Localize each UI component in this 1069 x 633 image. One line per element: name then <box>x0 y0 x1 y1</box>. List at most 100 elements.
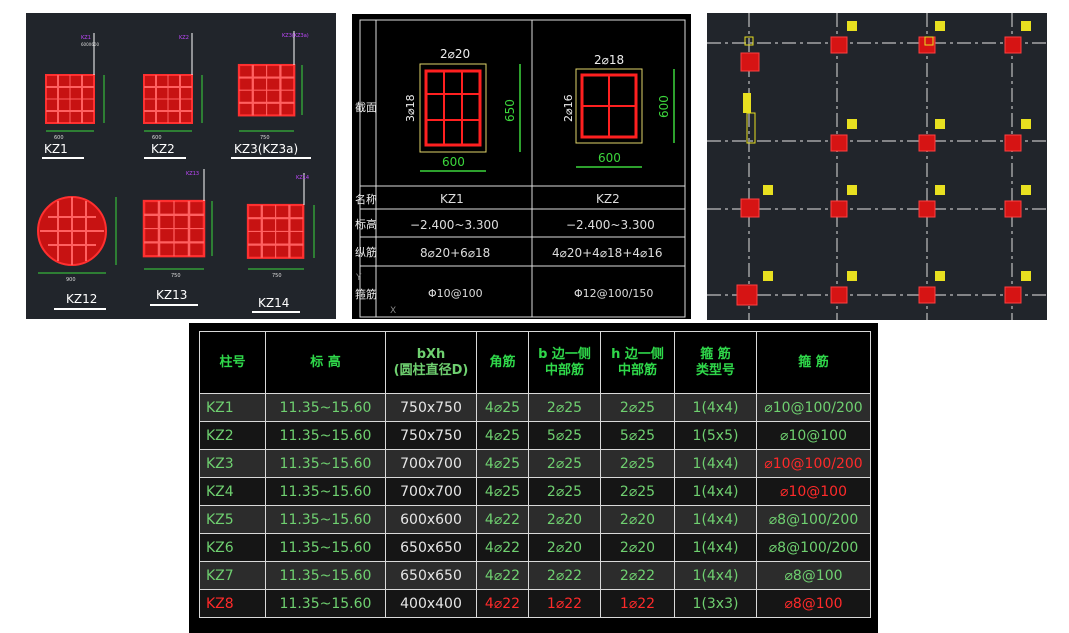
header-b-side-bar: b 边一侧 中部筋 <box>528 331 601 394</box>
kz1-label: KZ1 <box>44 142 68 156</box>
cell-h: 5⌀25 <box>600 421 675 450</box>
kz1-stirrup: Φ10@100 <box>428 287 483 300</box>
kz2-elev: −2.400~3.300 <box>566 218 655 232</box>
cell-h: 2⌀25 <box>600 393 675 422</box>
kz14-dim: 750 <box>272 273 282 279</box>
cell-b: 2⌀20 <box>528 533 601 562</box>
header-corner-bar: 角筋 <box>476 331 529 394</box>
cell-id: KZ5 <box>199 505 266 534</box>
row-label-long-bar: 纵筋 <box>355 245 377 259</box>
kz3-dim: 750 <box>260 135 270 141</box>
plan-grid-drawing <box>707 13 1047 320</box>
svg-text:KZ1: KZ1 <box>81 35 91 41</box>
row-label-section: 截面 <box>355 100 377 114</box>
header-h-side-bar: h 边一侧 中部筋 <box>600 331 675 394</box>
cell-b: 2⌀25 <box>528 477 601 506</box>
kz1-top-bar: 2⌀20 <box>440 47 470 61</box>
cell-h: 2⌀25 <box>600 449 675 478</box>
cell-id: KZ3 <box>199 449 266 478</box>
column-sections-drawing: KZ1 600X600 600 KZ1 KZ2 600 KZ2 KZ3(KZ3a… <box>37 31 315 313</box>
kz2-width-dim: 600 <box>598 151 621 165</box>
axis-x: X <box>390 306 396 316</box>
kz13-dim: 750 <box>171 273 181 279</box>
cell-elev: 11.35~15.60 <box>265 533 386 562</box>
kz2-dim: 600 <box>152 135 162 141</box>
cell-size: 650x650 <box>385 561 477 590</box>
header-stirrup: 箍 筋 <box>756 331 871 394</box>
cell-size: 700x700 <box>385 477 477 506</box>
svg-text:KZ2: KZ2 <box>179 35 189 41</box>
row-label-name: 名称 <box>355 192 377 206</box>
header-column-id: 柱号 <box>199 331 266 394</box>
cell-corner: 4⌀25 <box>476 449 529 478</box>
cell-b: 5⌀25 <box>528 421 601 450</box>
kz1-side-bar: 3⌀18 <box>404 94 417 122</box>
cell-size: 750x750 <box>385 393 477 422</box>
cell-corner: 4⌀25 <box>476 393 529 422</box>
cell-h: 2⌀22 <box>600 561 675 590</box>
kz3-label: KZ3(KZ3a) <box>234 142 298 156</box>
cell-id: KZ7 <box>199 561 266 590</box>
cell-stirrup: ⌀8@100 <box>756 589 871 618</box>
cell-b: 1⌀22 <box>528 589 601 618</box>
cell-size: 400x400 <box>385 589 477 618</box>
cell-stirrup: ⌀10@100 <box>756 421 871 450</box>
kz2-stirrup: Φ12@100/150 <box>574 287 653 300</box>
column-schedule-panel: 柱号 标 高 bXh (圆柱直径D) 角筋 b 边一侧 中部筋 h 边一侧 中部… <box>189 323 878 633</box>
svg-text:KZ3(KZ3a): KZ3(KZ3a) <box>282 33 309 39</box>
cell-stirrup: ⌀8@100 <box>756 561 871 590</box>
cell-type: 1(5x5) <box>674 421 757 450</box>
cell-corner: 4⌀22 <box>476 505 529 534</box>
cell-type: 1(4x4) <box>674 477 757 506</box>
cell-type: 1(3x3) <box>674 589 757 618</box>
cell-b: 2⌀20 <box>528 505 601 534</box>
cell-h: 2⌀20 <box>600 533 675 562</box>
kz2-top-bar: 2⌀18 <box>594 53 624 67</box>
cell-stirrup: ⌀10@100/200 <box>756 393 871 422</box>
kz1-height-dim: 650 <box>503 99 517 122</box>
cell-type: 1(4x4) <box>674 505 757 534</box>
kz2-long-bar: 4⌀20+4⌀18+4⌀16 <box>552 246 663 260</box>
column-sections-panel: KZ1 600X600 600 KZ1 KZ2 600 KZ2 KZ3(KZ3a… <box>26 13 336 319</box>
cell-id: KZ1 <box>199 393 266 422</box>
table-row: KZ6 11.35~15.60 650x650 4⌀22 2⌀20 2⌀20 1… <box>199 533 871 562</box>
kz2-side-bar: 2⌀16 <box>562 94 575 122</box>
table-row: KZ5 11.35~15.60 600x600 4⌀22 2⌀20 2⌀20 1… <box>199 505 871 534</box>
cell-b: 2⌀22 <box>528 561 601 590</box>
cell-size: 650x650 <box>385 533 477 562</box>
table-row: KZ8 11.35~15.60 400x400 4⌀22 1⌀22 1⌀22 1… <box>199 589 871 618</box>
cell-stirrup: ⌀8@100/200 <box>756 533 871 562</box>
kz12-dim: 900 <box>66 277 76 283</box>
row-label-stirrup: 箍筋 <box>355 287 377 301</box>
cell-h: 1⌀22 <box>600 589 675 618</box>
table-row: KZ1 11.35~15.60 750x750 4⌀25 2⌀25 2⌀25 1… <box>199 393 871 422</box>
kz2-height-dim: 600 <box>657 95 671 118</box>
table-row: KZ4 11.35~15.60 700x700 4⌀25 2⌀25 2⌀25 1… <box>199 477 871 506</box>
kz2-name: KZ2 <box>596 192 620 206</box>
cell-elev: 11.35~15.60 <box>265 589 386 618</box>
cell-elev: 11.35~15.60 <box>265 561 386 590</box>
cell-id: KZ2 <box>199 421 266 450</box>
cell-b: 2⌀25 <box>528 393 601 422</box>
cell-b: 2⌀25 <box>528 449 601 478</box>
cell-elev: 11.35~15.60 <box>265 477 386 506</box>
cell-size: 750x750 <box>385 421 477 450</box>
cell-id: KZ6 <box>199 533 266 562</box>
cell-corner: 4⌀25 <box>476 421 529 450</box>
table-row: KZ2 11.35~15.60 750x750 4⌀25 5⌀25 5⌀25 1… <box>199 421 871 450</box>
table-row: KZ7 11.35~15.60 650x650 4⌀22 2⌀22 2⌀22 1… <box>199 561 871 590</box>
kz1-name: KZ1 <box>440 192 464 206</box>
header-size: bXh (圆柱直径D) <box>385 331 477 394</box>
plan-grid-panel <box>707 13 1047 320</box>
cell-corner: 4⌀25 <box>476 477 529 506</box>
cell-elev: 11.35~15.60 <box>265 393 386 422</box>
cell-corner: 4⌀22 <box>476 561 529 590</box>
kz1-elev: −2.400~3.300 <box>410 218 499 232</box>
cell-elev: 11.35~15.60 <box>265 505 386 534</box>
cell-size: 600x600 <box>385 505 477 534</box>
kz12-label: KZ12 <box>66 292 97 306</box>
header-elevation: 标 高 <box>265 331 386 394</box>
kz14-label: KZ14 <box>258 296 289 310</box>
kz1-long-bar: 8⌀20+6⌀18 <box>420 246 490 260</box>
cell-stirrup: ⌀10@100 <box>756 477 871 506</box>
